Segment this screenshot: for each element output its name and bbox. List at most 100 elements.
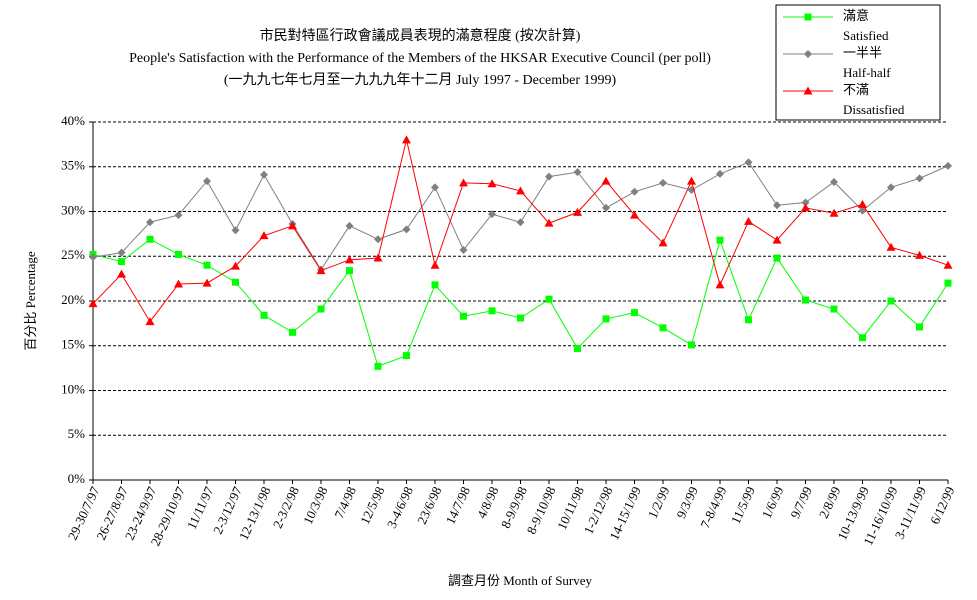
x-tick-label: 23/6/98 bbox=[414, 484, 444, 526]
chart-subtitle: (一九九七年七月至一九九九年十二月 July 1997 - December 1… bbox=[224, 72, 617, 88]
x-axis-label: 調查月份 Month of Survey bbox=[448, 573, 593, 588]
marker bbox=[858, 199, 867, 208]
marker bbox=[316, 266, 326, 275]
marker bbox=[488, 307, 496, 315]
x-tick-label: 2-3/2/98 bbox=[270, 484, 302, 530]
marker bbox=[744, 158, 753, 167]
marker bbox=[174, 211, 183, 220]
y-tick-label: 35% bbox=[61, 158, 85, 173]
marker bbox=[345, 221, 354, 230]
marker bbox=[574, 344, 581, 352]
marker bbox=[487, 179, 497, 188]
marker bbox=[801, 203, 810, 212]
y-tick-label: 0% bbox=[68, 471, 86, 486]
marker bbox=[715, 280, 725, 289]
marker bbox=[544, 218, 554, 227]
marker bbox=[630, 187, 639, 196]
legend-marker bbox=[803, 86, 813, 95]
marker bbox=[402, 225, 411, 234]
marker bbox=[545, 172, 553, 181]
marker bbox=[488, 210, 496, 219]
marker bbox=[716, 169, 724, 178]
marker bbox=[346, 267, 353, 275]
marker bbox=[459, 178, 468, 187]
marker bbox=[403, 352, 410, 360]
marker bbox=[716, 236, 724, 244]
marker bbox=[688, 341, 695, 349]
x-tick-label: 11/5/99 bbox=[728, 484, 758, 526]
marker bbox=[374, 362, 382, 370]
marker bbox=[802, 296, 809, 304]
x-tick-label: 8-9/9/98 bbox=[498, 484, 530, 530]
marker bbox=[915, 250, 924, 259]
marker bbox=[659, 324, 667, 332]
marker bbox=[231, 261, 240, 270]
marker bbox=[175, 250, 182, 258]
marker bbox=[830, 305, 838, 313]
marker bbox=[231, 226, 240, 235]
x-tick-label: 4/8/98 bbox=[474, 484, 502, 520]
marker bbox=[943, 260, 953, 269]
y-tick-label: 20% bbox=[61, 292, 85, 307]
x-tick-label: 7-8/4/99 bbox=[697, 484, 729, 530]
marker bbox=[573, 207, 582, 216]
legend-label: Satisfied bbox=[843, 28, 889, 43]
marker bbox=[744, 216, 753, 225]
x-tick-label: 14/7/98 bbox=[443, 484, 473, 526]
marker bbox=[687, 176, 696, 185]
marker bbox=[146, 218, 154, 227]
marker bbox=[916, 323, 923, 331]
x-tick-label: 6/12/99 bbox=[927, 484, 957, 526]
marker bbox=[431, 281, 439, 289]
marker bbox=[516, 218, 525, 227]
marker bbox=[830, 177, 838, 186]
marker bbox=[517, 314, 524, 322]
marker bbox=[174, 279, 183, 288]
marker bbox=[829, 208, 839, 217]
marker bbox=[887, 183, 895, 192]
marker bbox=[516, 186, 525, 195]
marker bbox=[202, 278, 212, 287]
marker bbox=[89, 253, 97, 262]
x-tick-label: 9/3/99 bbox=[673, 484, 701, 520]
marker bbox=[659, 178, 667, 187]
marker bbox=[602, 203, 610, 212]
marker bbox=[573, 168, 582, 177]
marker bbox=[260, 170, 268, 179]
marker bbox=[317, 305, 325, 313]
marker bbox=[259, 231, 269, 240]
y-axis-label: 百分比 Percentage bbox=[23, 251, 38, 351]
legend-marker bbox=[804, 50, 812, 58]
marker bbox=[773, 201, 781, 210]
marker bbox=[915, 174, 924, 183]
marker bbox=[801, 198, 810, 207]
marker bbox=[772, 235, 782, 244]
marker bbox=[288, 221, 297, 230]
x-tick-label: 1/2/99 bbox=[645, 484, 673, 520]
x-tick-label: 12/5/98 bbox=[357, 484, 387, 526]
legend-box bbox=[775, 4, 941, 121]
marker bbox=[430, 260, 440, 269]
marker bbox=[289, 328, 296, 336]
marker bbox=[117, 248, 126, 257]
x-tick-label: 3-4/6/98 bbox=[384, 484, 416, 530]
marker bbox=[459, 245, 468, 254]
marker bbox=[545, 295, 553, 303]
marker bbox=[345, 255, 354, 264]
marker bbox=[431, 183, 439, 192]
marker bbox=[887, 297, 895, 305]
y-tick-label: 40% bbox=[61, 113, 85, 128]
marker bbox=[944, 279, 952, 287]
marker bbox=[858, 206, 867, 215]
marker bbox=[944, 161, 952, 170]
marker bbox=[773, 254, 781, 262]
legend-label: 不滿 bbox=[843, 82, 869, 97]
y-tick-label: 5% bbox=[68, 426, 86, 441]
marker bbox=[232, 278, 239, 286]
chart-title: 市民對特區行政會議成員表現的滿意程度 (按次計算) bbox=[260, 27, 581, 44]
series-line bbox=[92, 238, 949, 367]
marker bbox=[373, 253, 383, 262]
marker bbox=[631, 309, 638, 317]
marker bbox=[145, 317, 155, 326]
